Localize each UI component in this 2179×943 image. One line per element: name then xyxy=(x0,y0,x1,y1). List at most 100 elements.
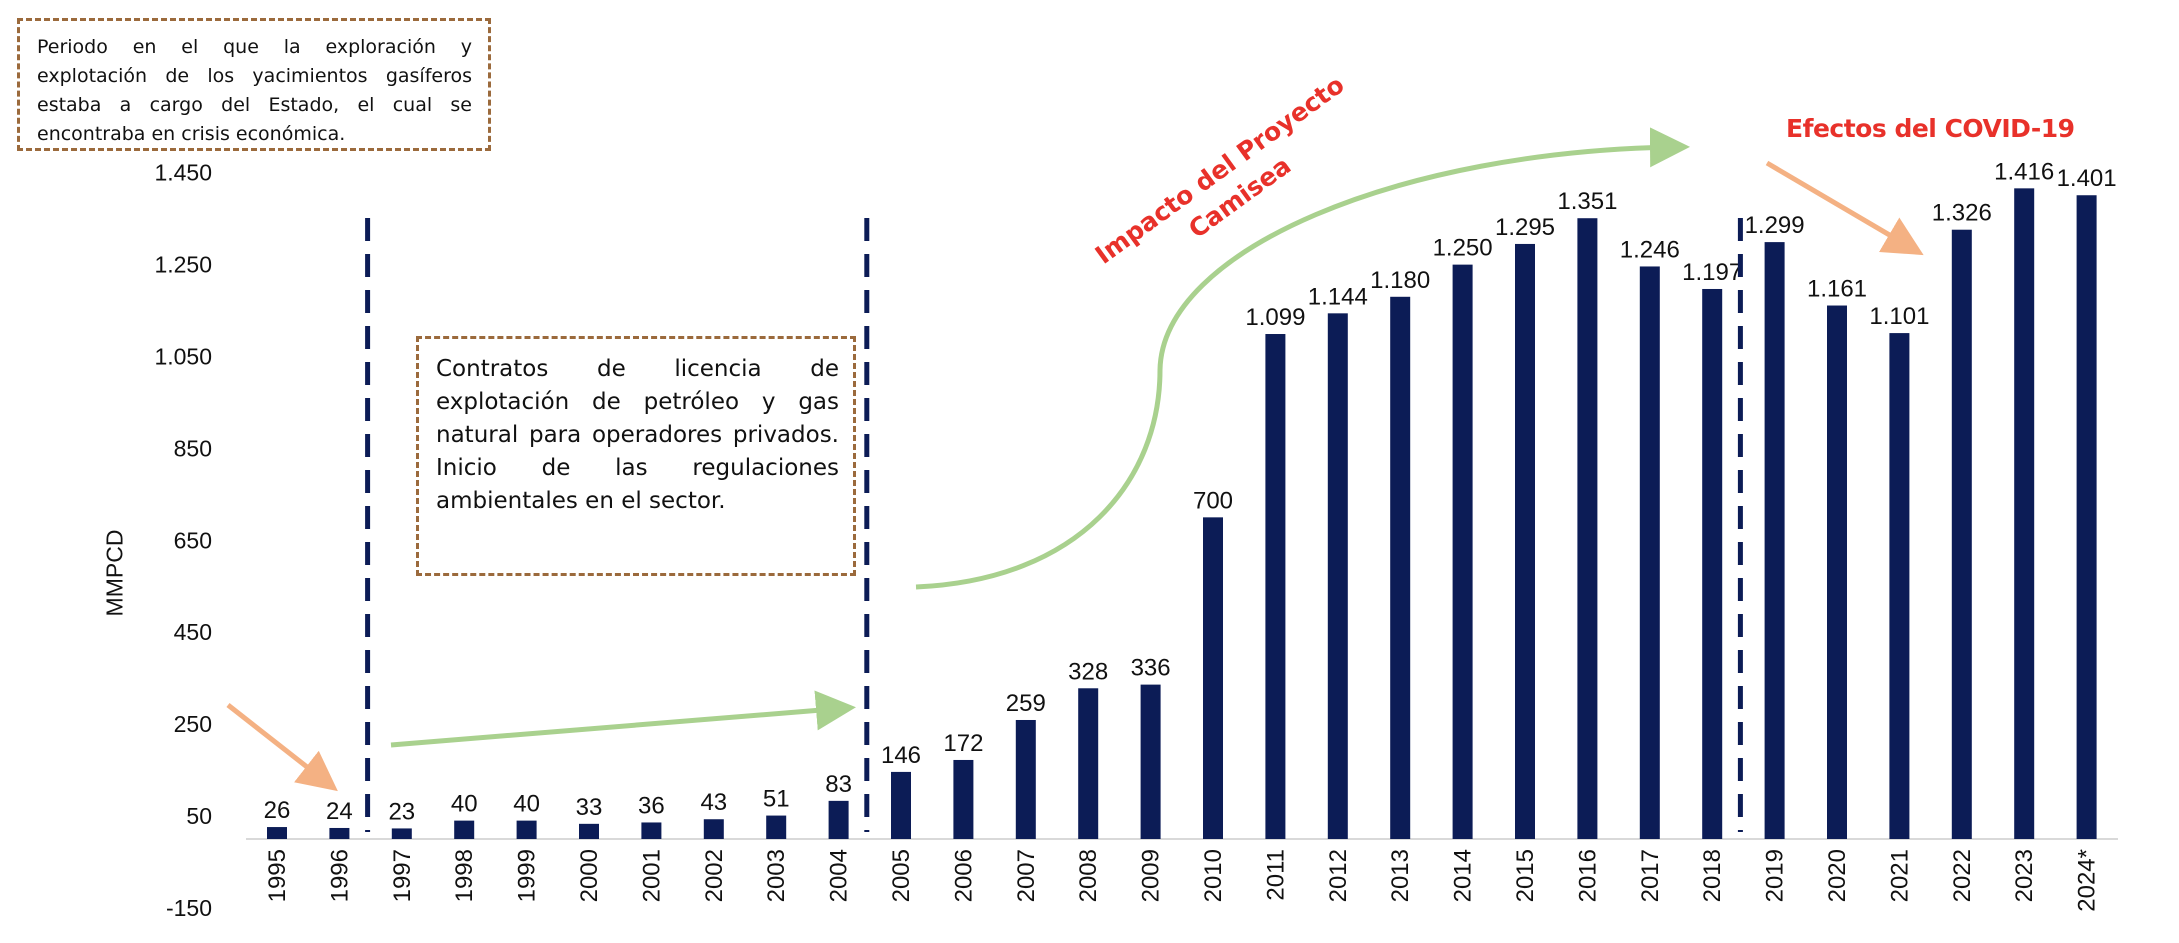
x-tick-label: 2024* xyxy=(2074,849,2101,912)
bar-2022 xyxy=(1951,229,1972,839)
x-tick-label: 2015 xyxy=(1512,849,1539,902)
bar-2002 xyxy=(703,819,724,839)
data-label: 1.161 xyxy=(1807,276,1867,303)
data-label: 1.144 xyxy=(1308,283,1368,310)
x-tick-label: 1995 xyxy=(264,849,291,902)
x-tick-label: 2022 xyxy=(1949,849,1976,902)
data-label: 336 xyxy=(1131,655,1171,682)
x-tick-label: 2010 xyxy=(1200,849,1227,902)
bar-2015 xyxy=(1515,243,1535,839)
bar-1996 xyxy=(329,827,350,839)
x-tick-label: 2009 xyxy=(1138,849,1165,902)
data-label: 40 xyxy=(513,791,540,818)
data-label: 23 xyxy=(388,798,415,825)
bar-1995 xyxy=(267,827,287,839)
x-tick-label: 1998 xyxy=(451,849,478,902)
x-tick-label: 2014 xyxy=(1450,849,1477,902)
x-tick-label: 2019 xyxy=(1762,849,1789,902)
data-label: 1.101 xyxy=(1869,303,1929,330)
x-tick-label: 1996 xyxy=(326,849,353,902)
bar-2016 xyxy=(1577,218,1598,839)
x-tick-label: 2021 xyxy=(1886,849,1913,902)
x-tick-label: 2016 xyxy=(1574,849,1601,902)
bar-2014 xyxy=(1452,264,1473,839)
data-label: 40 xyxy=(451,791,478,818)
bar-2000 xyxy=(579,823,599,839)
x-tick-label: 2018 xyxy=(1699,849,1726,902)
x-tick-label: 2000 xyxy=(576,849,603,902)
bar-2017 xyxy=(1639,266,1660,839)
x-tick-label: 2003 xyxy=(763,849,790,902)
data-label: 24 xyxy=(326,798,353,825)
x-tick-label: 2013 xyxy=(1387,849,1414,902)
x-tick-label: 2005 xyxy=(888,849,915,902)
bar-2001 xyxy=(641,822,662,839)
x-tick-label: 2023 xyxy=(2011,849,2038,902)
x-tick-label: 2001 xyxy=(638,849,665,902)
data-label: 1.299 xyxy=(1745,212,1805,239)
data-label: 1.180 xyxy=(1370,267,1430,294)
data-label: 1.099 xyxy=(1245,304,1305,331)
bar-2020 xyxy=(1827,305,1847,839)
y-tick-label: -150 xyxy=(166,895,212,921)
data-label: 1.326 xyxy=(1932,200,1992,227)
y-tick-label: 850 xyxy=(174,435,212,461)
x-tick-label: 1999 xyxy=(514,849,541,902)
y-axis-label: MMPCD xyxy=(101,529,128,617)
data-label: 1.197 xyxy=(1682,259,1742,286)
x-tick-label: 1997 xyxy=(389,849,416,902)
y-tick-label: 1.250 xyxy=(154,252,212,278)
bar-2023 xyxy=(2014,188,2035,839)
orange-arrow-1996 xyxy=(226,703,338,792)
x-tick-label: 2012 xyxy=(1325,849,1352,902)
y-tick-label: 650 xyxy=(174,527,212,553)
data-label: 33 xyxy=(576,794,603,821)
y-tick-label: 1.050 xyxy=(154,344,212,370)
data-label: 1.246 xyxy=(1620,236,1680,263)
bar-2011 xyxy=(1265,334,1286,839)
bar-2018 xyxy=(1702,288,1723,839)
bar-2021 xyxy=(1889,333,1910,839)
data-label: 146 xyxy=(881,742,921,769)
data-label: 51 xyxy=(763,786,790,813)
bar-2005 xyxy=(891,771,911,839)
bar-2008 xyxy=(1078,688,1099,839)
x-tick-label: 2002 xyxy=(701,849,728,902)
data-label: 1.295 xyxy=(1495,214,1555,241)
data-label: 172 xyxy=(943,730,983,757)
bar-2009 xyxy=(1140,684,1161,839)
green-arrow-1997-2004 xyxy=(390,690,856,748)
data-label: 26 xyxy=(264,797,291,824)
x-tick-label: 2007 xyxy=(1013,849,1040,902)
bar-2019 xyxy=(1764,242,1785,839)
note-private-contracts: Contratos de licencia de explotación de … xyxy=(416,336,856,576)
note-state-period: Periodo en el que la exploración y explo… xyxy=(17,18,491,151)
bar-2007 xyxy=(1015,719,1036,839)
x-tick-label: 2020 xyxy=(1824,849,1851,902)
data-label: 700 xyxy=(1193,487,1233,514)
covid-effects-label: Efectos del COVID-19 xyxy=(1786,114,2075,143)
x-tick-label: 2006 xyxy=(950,849,977,902)
data-label: 43 xyxy=(700,789,727,816)
bar-1997 xyxy=(391,828,412,839)
green-curve-arrow-camisea xyxy=(915,127,1690,590)
x-tick-label: 2011 xyxy=(1262,849,1289,901)
data-label: 1.416 xyxy=(1994,158,2054,185)
bar-2006 xyxy=(953,759,974,839)
data-label: 1.401 xyxy=(2057,165,2117,192)
bar-1999 xyxy=(516,820,537,839)
y-tick-label: 50 xyxy=(186,803,212,829)
data-label: 83 xyxy=(825,771,852,798)
data-label: 1.250 xyxy=(1433,235,1493,262)
y-tick-label: 450 xyxy=(174,619,212,645)
orange-arrow-covid xyxy=(1765,160,1924,256)
bar-1998 xyxy=(454,820,475,839)
y-tick-label: 250 xyxy=(174,711,212,737)
x-tick-label: 2004 xyxy=(826,849,853,902)
x-tick-label: 2017 xyxy=(1637,849,1664,902)
data-label: 259 xyxy=(1006,690,1046,717)
bar-2013 xyxy=(1390,296,1411,839)
data-label: 36 xyxy=(638,792,665,819)
y-tick-label: 1.450 xyxy=(154,160,212,186)
